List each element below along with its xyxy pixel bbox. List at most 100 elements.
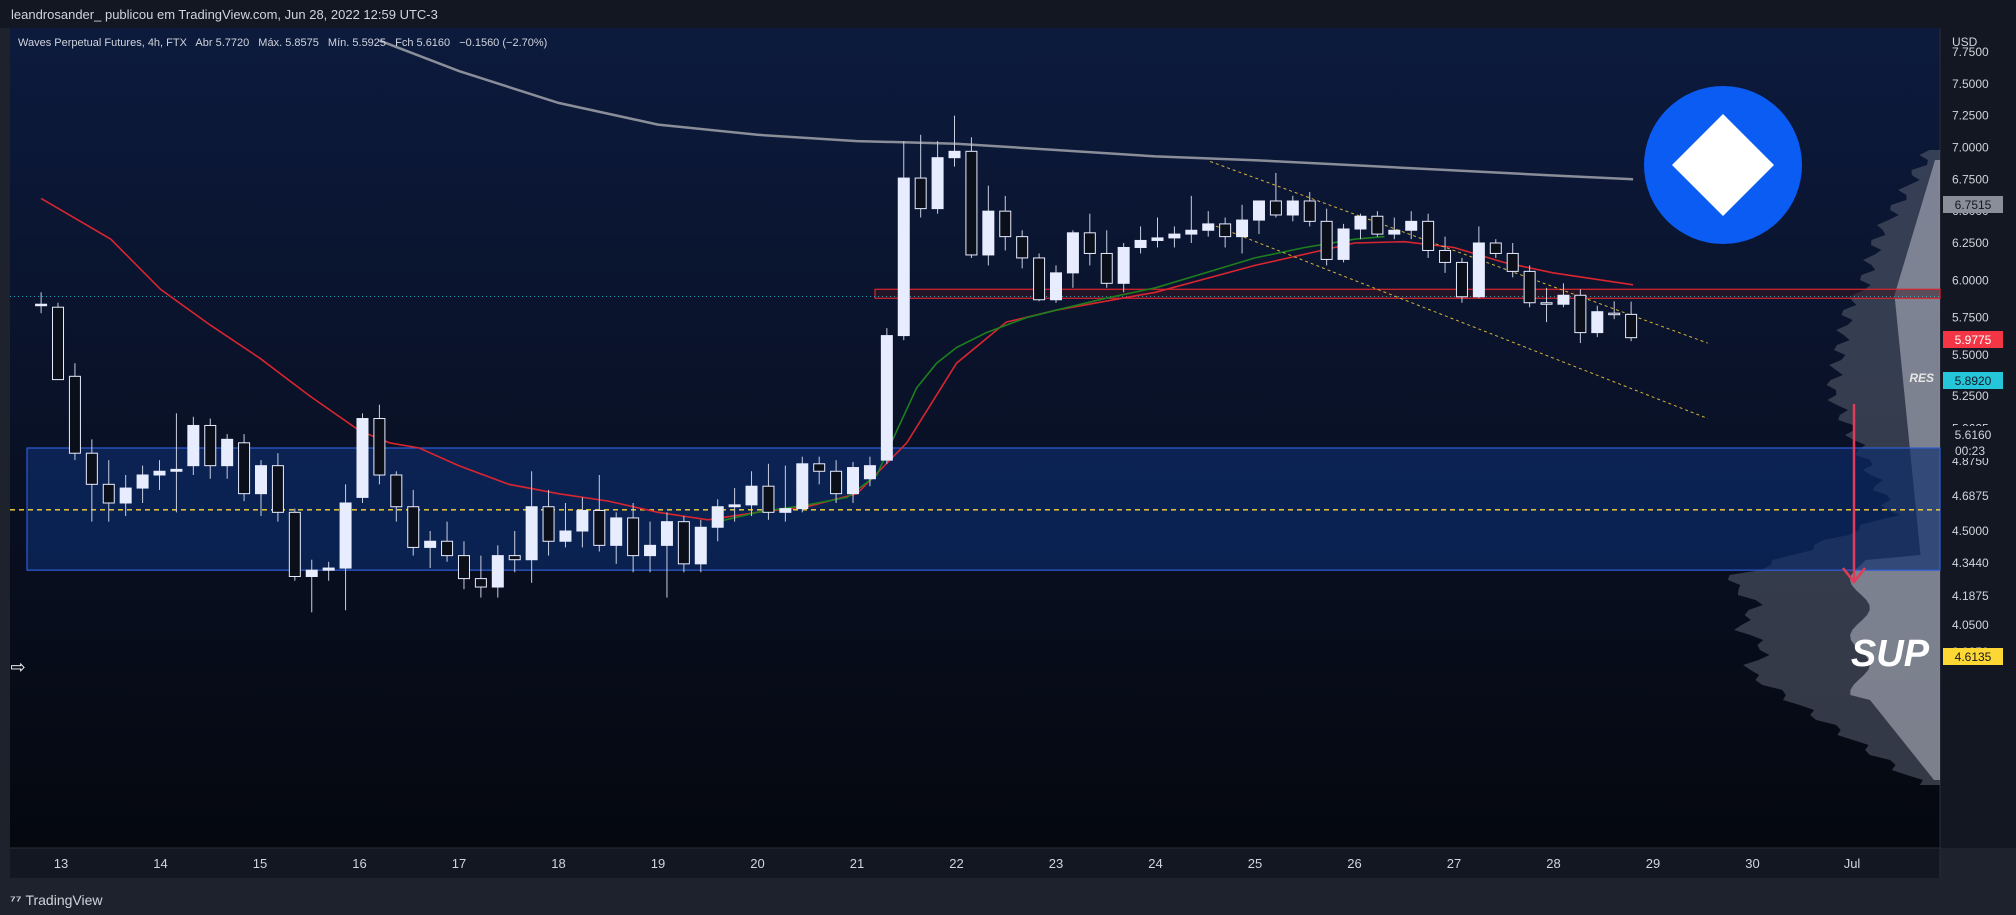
candle-body (474, 578, 487, 588)
candle-body (610, 517, 623, 546)
candle (1016, 230, 1029, 269)
candle (187, 416, 200, 475)
candle (170, 413, 183, 513)
candle (1151, 217, 1164, 248)
x-tick-label: 28 (1546, 856, 1560, 871)
candle (1388, 217, 1401, 240)
legend-low-label: Mín. (328, 37, 349, 49)
candle (1286, 195, 1299, 222)
candle-body (1134, 239, 1147, 248)
candle (441, 521, 454, 562)
candle-body (1066, 232, 1079, 274)
candle (796, 456, 809, 513)
time-axis[interactable]: 13 14 15 16 17 18 19 20 21 22 23 24 25 26 27 28 29 30 Jul (54, 856, 1861, 871)
candle (711, 499, 724, 542)
candle-body (644, 544, 657, 557)
candle-body (694, 526, 707, 565)
candle-body (1083, 232, 1096, 254)
x-tick-label: 13 (54, 856, 68, 871)
candle (1100, 230, 1113, 288)
candle-body (1540, 302, 1553, 305)
price-axis[interactable]: USD 7.75007.50007.25007.00006.75006.5000… (1952, 35, 1989, 659)
candle-body (1472, 242, 1485, 298)
candle-body (390, 474, 403, 508)
candle (102, 460, 115, 522)
ma-grey-line (378, 39, 1634, 181)
candle-body (1337, 228, 1350, 260)
candle-body (1236, 219, 1249, 238)
y-tick-label: 6.0000 (1952, 273, 1989, 287)
candle (779, 465, 792, 522)
candle-body (1625, 313, 1638, 339)
tag-red-ema: 5.9775 (1955, 333, 1992, 347)
tradingview-brand[interactable]: ⁷⁷ TradingView (10, 892, 103, 908)
support-zone (26, 447, 1941, 571)
candle-body (559, 530, 572, 542)
candle (863, 456, 876, 487)
candle (982, 185, 995, 266)
candle (1371, 211, 1384, 237)
res-label: RES (1909, 371, 1934, 385)
legend-symbol: Waves Perpetual Futures, 4h, FTX (18, 37, 188, 49)
candle (830, 460, 843, 503)
candle-body (356, 418, 369, 498)
candle (1574, 289, 1587, 344)
tag-countdown: 00:23 (1955, 444, 1985, 458)
y-tick-label: 4.6875 (1952, 489, 1989, 503)
y-tick-label: 7.5000 (1952, 77, 1989, 91)
candle (1117, 243, 1130, 293)
y-tick-label: 7.0000 (1952, 141, 1989, 155)
candle (1050, 265, 1062, 303)
resistance-zone (874, 288, 1941, 299)
candle (491, 545, 504, 598)
y-tick-label: 7.2500 (1952, 109, 1989, 123)
candle-body (762, 485, 775, 513)
y-tick-label: 7.7500 (1952, 45, 1989, 59)
x-tick-label: 22 (949, 856, 963, 871)
candle (424, 531, 437, 569)
candle (1269, 172, 1282, 218)
candle-body (999, 210, 1012, 238)
candle (660, 512, 673, 598)
candle-body (1185, 229, 1198, 235)
candle-body (271, 465, 284, 513)
candle (1625, 301, 1638, 342)
candle (1337, 223, 1350, 263)
candle-body (897, 177, 910, 337)
candle (1134, 226, 1147, 254)
candle-body (441, 540, 454, 557)
candle (1066, 230, 1079, 288)
candle (119, 475, 132, 517)
y-tick-label: 4.3440 (1952, 556, 1989, 570)
publish-caption: leandrosander_ publicou em TradingView.c… (11, 7, 438, 22)
candle (254, 460, 267, 517)
candles (35, 115, 1638, 613)
top-bar: leandrosander_ publicou em TradingView.c… (0, 0, 2016, 28)
candle (474, 555, 487, 598)
candle (728, 488, 741, 522)
candle-body (863, 465, 876, 480)
y-tick-label: 5.7500 (1952, 311, 1989, 325)
legend-change: −0.1560 (−2.70%) (459, 37, 547, 49)
candle (407, 489, 420, 556)
candle (68, 363, 81, 461)
candle (35, 292, 48, 314)
legend-close-label: Fch (395, 37, 413, 49)
candle (644, 521, 657, 573)
candle (136, 465, 149, 503)
candle-body (830, 470, 843, 495)
candle (1185, 195, 1198, 243)
x-tick-label: 30 (1745, 856, 1759, 871)
candle-body (796, 463, 809, 510)
candle-body (508, 555, 521, 561)
candle-body (1354, 215, 1367, 230)
candle (85, 439, 98, 522)
candle (339, 484, 352, 611)
tag-res-level: 5.8920 (1955, 374, 1992, 388)
candle (1540, 287, 1553, 323)
x-tick-label: 19 (651, 856, 665, 871)
tradingview-brand-text: TradingView (25, 892, 103, 908)
chart[interactable]: SUP RES ⇨ USD 7.7500 7.5000 7.2500 7.0000 6.… (0, 0, 2016, 884)
candle (271, 453, 284, 522)
candle (1608, 301, 1621, 320)
